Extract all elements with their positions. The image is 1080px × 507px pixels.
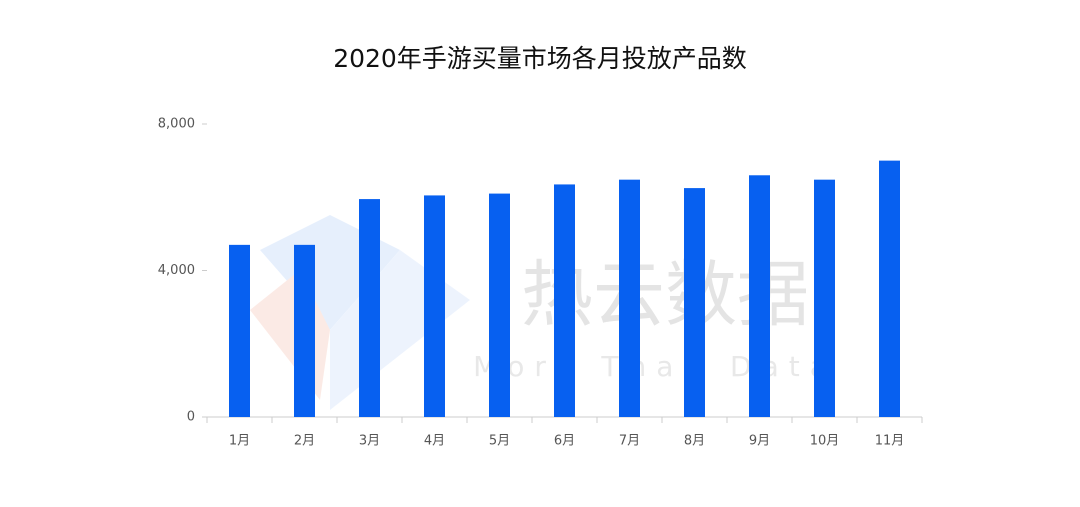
x-tick-label: 9月 [749,434,770,449]
bar [879,160,900,417]
x-tick-label: 7月 [619,434,640,449]
watermark-subtitle: More Than Data [473,350,837,383]
y-tick-label: 0 [187,410,195,425]
bar [749,175,770,417]
bar [294,244,315,417]
x-tick-label: 1月 [229,434,250,449]
bar [684,188,705,417]
x-tick-label: 2月 [294,434,315,449]
x-tick-label: 11月 [875,434,905,449]
x-tick-label: 10月 [810,434,840,449]
bar [229,244,250,417]
x-tick-label: 5月 [489,434,510,449]
bar [619,179,640,417]
bar [424,195,445,417]
y-tick-label: 4,000 [158,263,195,278]
x-tick-label: 4月 [424,434,445,449]
bar [554,184,575,417]
bar [814,179,835,417]
x-tick-label: 3月 [359,434,380,449]
chart-title: 2020年手游买量市场各月投放产品数 [333,44,747,73]
x-tick-label: 6月 [554,434,575,449]
y-tick-label: 8,000 [158,117,195,132]
x-tick-label: 8月 [684,434,705,449]
bar [489,193,510,417]
bar [359,199,380,417]
